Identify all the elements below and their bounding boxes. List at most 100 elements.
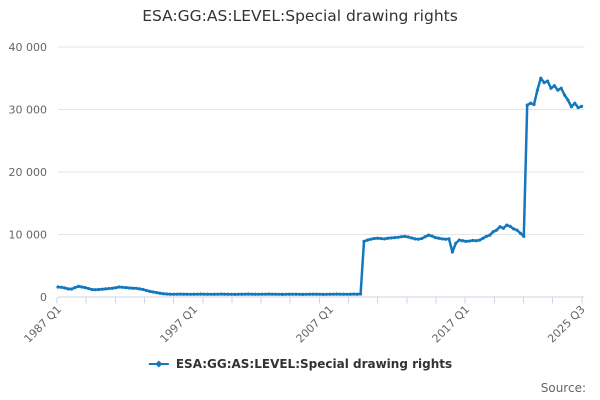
series-marker <box>83 286 87 290</box>
series-marker <box>362 239 366 243</box>
series-marker <box>508 224 512 228</box>
series-marker <box>532 102 536 107</box>
series-marker <box>246 292 250 296</box>
series-marker <box>155 291 159 295</box>
series-marker <box>359 292 363 296</box>
x-axis-label: 1987 Q1 <box>22 303 65 346</box>
series-marker <box>56 285 60 289</box>
series-marker <box>287 292 291 296</box>
series-marker <box>467 239 471 243</box>
series-marker <box>386 236 390 240</box>
series-marker <box>495 228 499 232</box>
series-marker <box>206 292 210 296</box>
legend-label: ESA:GG:AS:LEVEL:Special drawing rights <box>175 357 453 371</box>
series-marker <box>478 238 482 242</box>
series-marker <box>127 286 131 290</box>
series-marker <box>192 292 196 296</box>
series-marker <box>66 287 70 291</box>
series-marker <box>131 286 135 290</box>
series-marker <box>450 250 454 254</box>
source-note: Source: <box>540 381 586 395</box>
series-marker <box>427 233 431 237</box>
series-marker <box>172 292 176 296</box>
x-axis-label: 2017 Q1 <box>430 303 473 346</box>
series-marker <box>518 231 523 235</box>
series-marker <box>454 241 458 245</box>
series-marker <box>413 237 417 241</box>
series-marker <box>308 292 312 296</box>
series-marker <box>212 292 216 296</box>
series-marker <box>566 98 570 102</box>
series-marker <box>552 84 557 88</box>
series-marker <box>406 235 410 239</box>
series-marker <box>535 88 540 92</box>
series-marker <box>253 292 257 296</box>
series-marker <box>97 287 101 292</box>
series-marker <box>161 292 165 296</box>
series-marker <box>444 237 448 241</box>
series-marker <box>559 86 563 90</box>
series-marker <box>331 292 335 296</box>
series-marker <box>542 81 546 85</box>
series-marker <box>382 237 386 241</box>
series-marker <box>522 234 526 238</box>
series-marker <box>399 235 403 239</box>
legend-item[interactable]: ESA:GG:AS:LEVEL:Special drawing rights <box>148 357 452 371</box>
series-marker <box>423 235 427 239</box>
series-marker <box>376 236 380 240</box>
series-marker <box>352 292 356 296</box>
series-marker <box>250 292 254 296</box>
series-marker <box>365 238 369 242</box>
series-marker <box>464 239 468 243</box>
series-marker <box>274 292 278 296</box>
series-marker <box>260 292 264 296</box>
series-marker <box>569 105 574 109</box>
series-marker <box>284 292 288 296</box>
series-marker <box>168 292 172 296</box>
series-marker <box>440 237 444 241</box>
series-marker <box>355 292 359 296</box>
series-marker <box>576 106 580 110</box>
series-marker <box>325 292 329 296</box>
series-marker <box>104 287 108 291</box>
series-marker <box>263 292 267 296</box>
series-marker <box>501 226 505 230</box>
series-marker <box>87 286 91 291</box>
x-axis-label: 2025 Q3 <box>545 303 588 346</box>
series-line <box>56 77 583 296</box>
series-marker <box>100 287 104 291</box>
series-marker <box>280 292 284 296</box>
series-marker <box>433 236 437 240</box>
series-marker <box>223 292 227 296</box>
series-marker <box>549 86 553 90</box>
series-marker <box>529 101 533 105</box>
series-marker <box>345 292 349 296</box>
series-legend-marker-icon <box>148 360 169 368</box>
y-axis-label: 0 <box>40 291 47 304</box>
series-marker <box>447 237 451 241</box>
series-marker <box>511 227 516 231</box>
series-marker <box>580 104 584 108</box>
series-marker <box>158 291 162 295</box>
series-marker <box>138 287 142 291</box>
series-marker <box>257 292 261 296</box>
series-marker <box>396 235 400 239</box>
series-marker <box>498 225 502 229</box>
series-marker <box>410 236 414 240</box>
series-marker <box>321 292 325 296</box>
series-marker <box>59 285 64 289</box>
series-marker <box>372 236 376 241</box>
series-marker <box>277 292 281 296</box>
series-marker <box>107 286 111 291</box>
series-marker <box>229 292 233 296</box>
series-marker <box>505 223 509 227</box>
series-marker <box>416 237 420 241</box>
series-marker <box>314 292 318 296</box>
series-marker <box>165 292 169 296</box>
series-marker <box>209 292 213 296</box>
series-marker <box>267 292 271 296</box>
series-marker <box>236 292 240 296</box>
series-marker <box>80 285 84 289</box>
series-marker <box>233 292 237 296</box>
